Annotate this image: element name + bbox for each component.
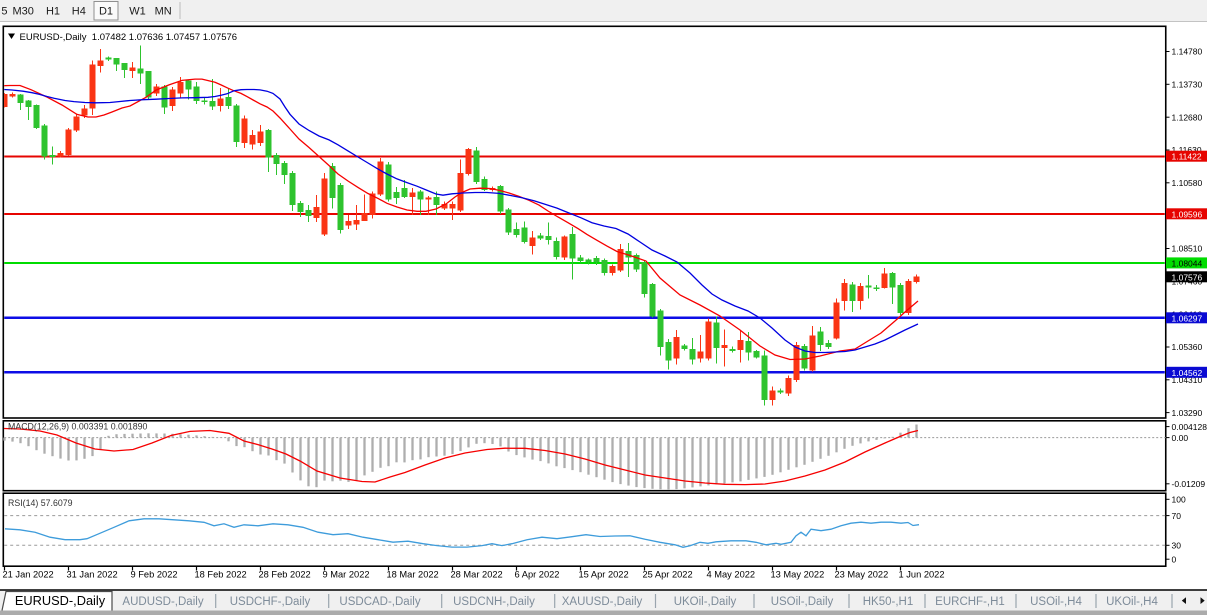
svg-text:EURUSD-,Daily 1.07482 1.07636: EURUSD-,Daily 1.07482 1.07636 1.07457 1.… [20,32,238,43]
svg-text:0.00: 0.00 [1172,433,1189,443]
svg-text:USDCAD-,Daily: USDCAD-,Daily [339,596,420,608]
svg-text:EURCHF-,H1: EURCHF-,H1 [935,596,1005,608]
svg-text:1.13730: 1.13730 [1172,80,1203,90]
svg-text:31 Jan 2022: 31 Jan 2022 [67,570,118,580]
svg-text:1.10580: 1.10580 [1172,178,1203,188]
svg-text:23 May 2022: 23 May 2022 [835,570,889,580]
svg-text:1.11630: 1.11630 [1172,145,1202,155]
svg-text:1.08510: 1.08510 [1172,244,1203,254]
svg-text:1.12680: 1.12680 [1172,112,1203,122]
svg-text:UKOil-,Daily: UKOil-,Daily [674,596,737,608]
svg-text:100: 100 [1172,495,1186,505]
svg-text:M30: M30 [12,6,33,18]
svg-text:H1: H1 [46,6,60,18]
svg-text:HK50-,H1: HK50-,H1 [863,596,914,608]
svg-text:21 Jan 2022: 21 Jan 2022 [3,570,54,580]
svg-text:1.07576: 1.07576 [1172,272,1203,282]
svg-text:4 May 2022: 4 May 2022 [707,570,756,580]
svg-text:EURUSD-,Daily: EURUSD-,Daily [15,593,106,608]
svg-text:9 Mar 2022: 9 Mar 2022 [323,570,370,580]
svg-text:18 Feb 2022: 18 Feb 2022 [195,570,247,580]
svg-text:9 Feb 2022: 9 Feb 2022 [131,570,178,580]
svg-text:1.03290: 1.03290 [1172,408,1203,418]
svg-text:USOil-,H4: USOil-,H4 [1030,596,1082,608]
svg-text:XAUUSD-,Daily: XAUUSD-,Daily [562,596,643,608]
svg-text:0.004128: 0.004128 [1172,422,1207,432]
svg-text:15 Apr 2022: 15 Apr 2022 [579,570,629,580]
svg-text:USDCNH-,Daily: USDCNH-,Daily [453,596,535,608]
svg-text:USDCHF-,Daily: USDCHF-,Daily [230,596,311,608]
svg-text:AUDUSD-,Daily: AUDUSD-,Daily [122,596,203,608]
svg-text:USOil-,Daily: USOil-,Daily [771,596,834,608]
svg-text:6 Apr 2022: 6 Apr 2022 [515,570,560,580]
svg-text:MACD(12,26,9) 0.003391 0.00189: MACD(12,26,9) 0.003391 0.001890 [8,422,147,432]
svg-text:28 Mar 2022: 28 Mar 2022 [451,570,503,580]
svg-text:1.04310: 1.04310 [1172,375,1203,385]
svg-text:1.04562: 1.04562 [1172,368,1203,378]
svg-text:1.11422: 1.11422 [1172,152,1202,162]
svg-text:UKOil-,H4: UKOil-,H4 [1106,596,1158,608]
svg-text:-0.01209: -0.01209 [1172,479,1206,489]
svg-text:28 Feb 2022: 28 Feb 2022 [259,570,311,580]
svg-text:RSI(14) 57.6079: RSI(14) 57.6079 [8,498,73,508]
svg-text:5: 5 [1,6,7,18]
svg-text:MN: MN [155,6,172,18]
svg-text:1.05360: 1.05360 [1172,342,1203,352]
svg-text:H4: H4 [72,6,86,18]
svg-text:1.08044: 1.08044 [1172,258,1203,268]
svg-text:1.14780: 1.14780 [1172,47,1203,57]
svg-text:70: 70 [1172,511,1182,521]
svg-text:1.09596: 1.09596 [1172,209,1203,219]
svg-text:13 May 2022: 13 May 2022 [771,570,825,580]
svg-text:25 Apr 2022: 25 Apr 2022 [643,570,693,580]
svg-text:W1: W1 [129,6,146,18]
svg-text:1 Jun 2022: 1 Jun 2022 [899,570,945,580]
svg-text:18 Mar 2022: 18 Mar 2022 [387,570,439,580]
svg-text:D1: D1 [99,6,113,18]
svg-text:1.06297: 1.06297 [1172,313,1203,323]
svg-text:30: 30 [1172,541,1182,551]
svg-text:0: 0 [1172,554,1177,564]
